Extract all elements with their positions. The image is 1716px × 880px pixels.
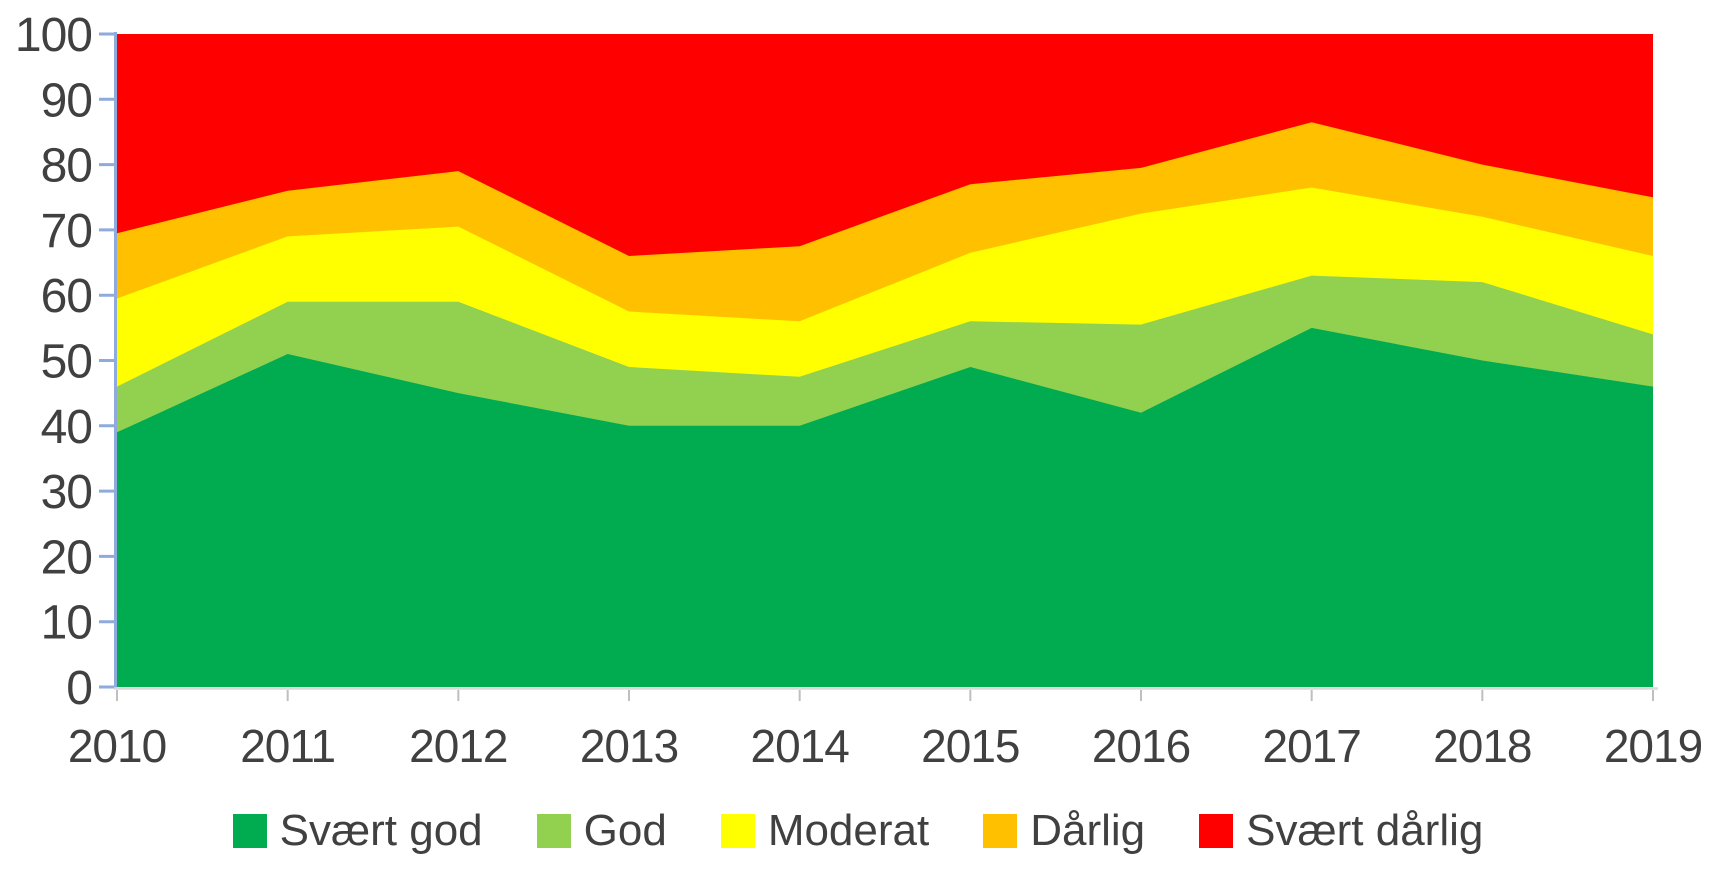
y-tick-label-30: 30 [41,466,92,519]
x-tick-label-2015: 2015 [921,720,1019,772]
legend-label-daarlig: Dårlig [1030,806,1146,855]
legend-item-svaert-daarlig: Svært dårlig [1199,806,1483,856]
x-tick-label-2014: 2014 [750,720,849,772]
x-tick-label-2017: 2017 [1262,720,1360,772]
x-tick-label-2019: 2019 [1604,720,1702,772]
legend-swatch-god [536,814,571,848]
y-tick-label-20: 20 [41,531,92,584]
y-tick-label-70: 70 [41,205,92,258]
area-sv-rt-god [117,327,1653,687]
legend-swatch-svaert-daarlig [1199,814,1234,848]
legend-item-moderat: Moderat [720,806,930,856]
legend-label-svaert-god: Svært god [279,806,483,855]
legend-swatch-svaert-god [232,814,267,848]
y-tick-label-40: 40 [41,401,92,454]
x-tick-label-2016: 2016 [1092,720,1190,772]
y-tick-label-100: 100 [15,9,92,62]
legend-label-moderat: Moderat [767,806,930,855]
x-tick-label-2018: 2018 [1433,720,1531,772]
y-tick-label-50: 50 [41,336,92,389]
legend-swatch-moderat [720,814,755,848]
x-tick-label-2013: 2013 [580,720,678,772]
legend-swatch-daarlig [983,814,1018,848]
legend-label-svaert-daarlig: Svært dårlig [1246,806,1484,855]
legend-item-svaert-god: Svært god [232,806,483,856]
legend-item-daarlig: Dårlig [983,806,1145,856]
x-tick-label-2012: 2012 [409,720,507,772]
x-tick-label-2011: 2011 [240,720,335,772]
y-tick-label-60: 60 [41,270,92,323]
y-tick-label-10: 10 [41,597,92,650]
y-tick-label-80: 80 [41,140,92,193]
y-tick-label-0: 0 [66,662,92,715]
legend-item-god: God [536,806,667,856]
legend-label-god: God [583,806,667,855]
x-tick-label-2010: 2010 [68,720,166,772]
chart-legend: Svært god God Moderat Dårlig Svært dårli… [0,806,1716,856]
y-tick-label-90: 90 [41,74,92,127]
